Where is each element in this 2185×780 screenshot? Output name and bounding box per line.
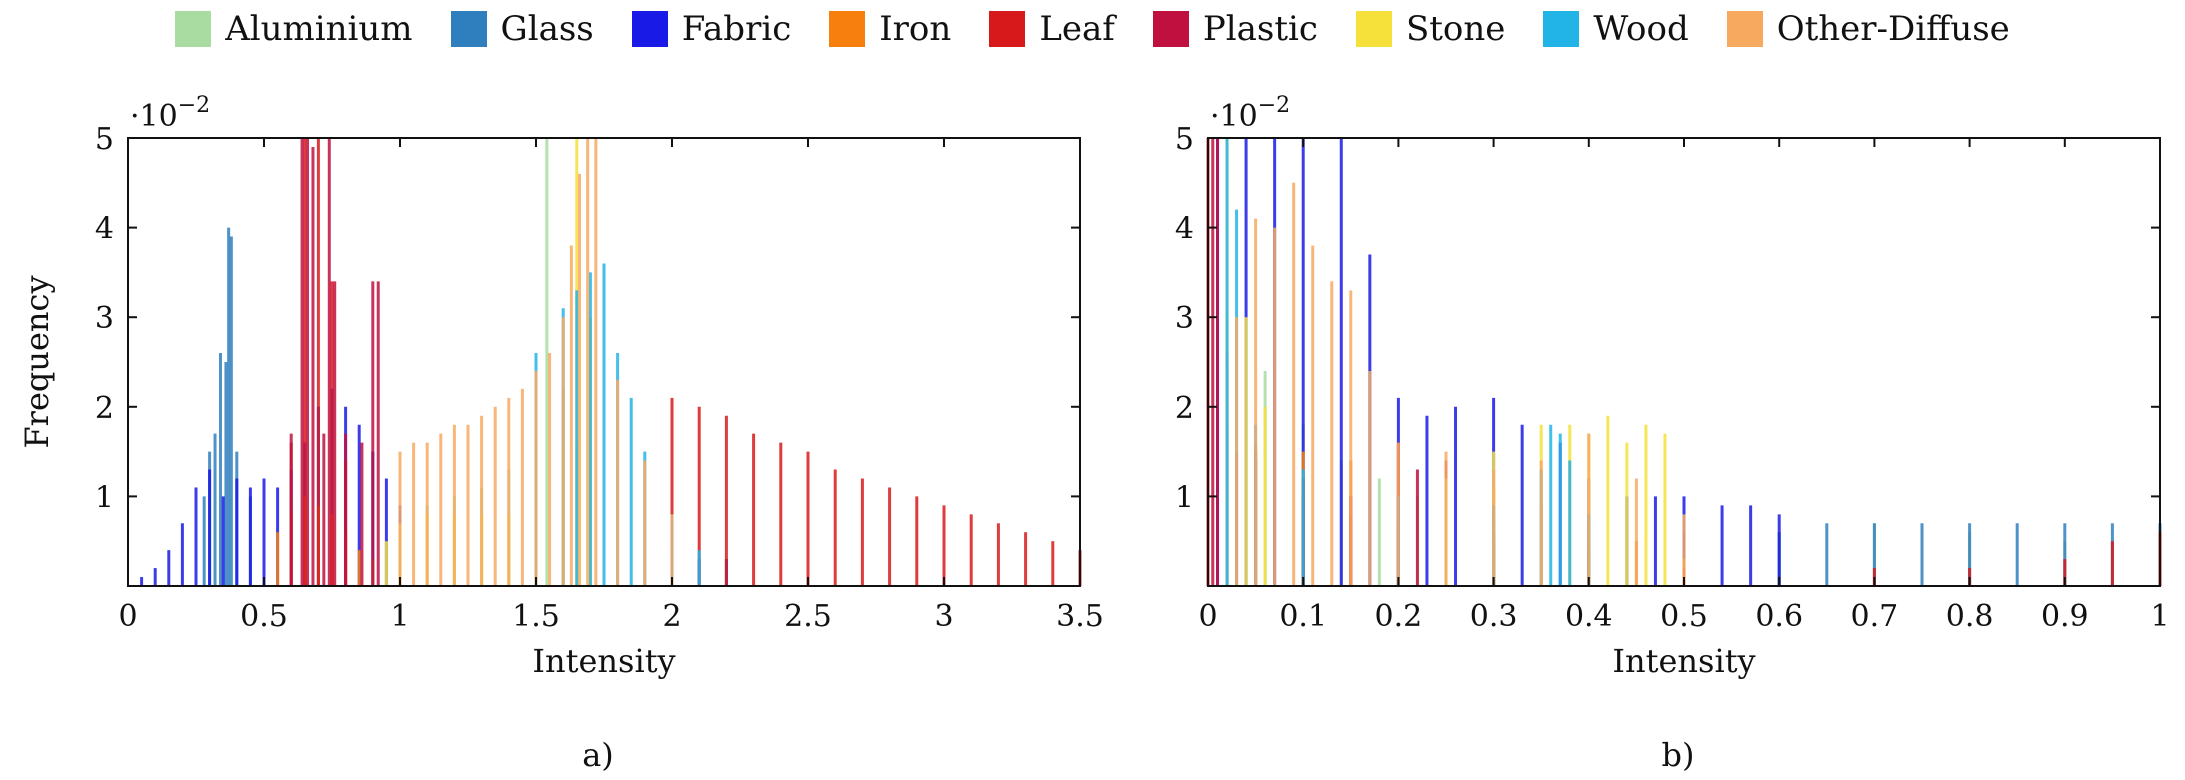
panel-label: b) bbox=[1662, 736, 1695, 774]
legend-swatch bbox=[450, 11, 487, 47]
x-tick-label: 0 bbox=[1198, 599, 1217, 634]
legend-label: Plastic bbox=[1202, 9, 1318, 49]
x-tick-label: 2 bbox=[662, 599, 681, 634]
x-tick-label: 0.3 bbox=[1470, 599, 1518, 634]
y-multiplier: ·10−2 bbox=[1210, 93, 1290, 134]
legend-item-fabric: Fabric bbox=[631, 9, 792, 49]
legend-label: Stone bbox=[1405, 9, 1506, 49]
x-tick-label: 0.5 bbox=[1660, 599, 1708, 634]
y-tick-label: 1 bbox=[95, 480, 114, 515]
x-axis-label: Intensity bbox=[1612, 642, 1755, 680]
legend-swatch bbox=[175, 11, 212, 47]
legend-swatch bbox=[829, 11, 866, 47]
legend-item-glass: Glass bbox=[450, 9, 594, 49]
legend-swatch bbox=[1543, 11, 1580, 47]
y-tick-label: 3 bbox=[95, 301, 114, 336]
x-tick-label: 3.5 bbox=[1056, 599, 1104, 634]
y-tick-label: 4 bbox=[1175, 212, 1194, 247]
panel-label: a) bbox=[582, 736, 614, 774]
y-multiplier-base: ·10 bbox=[1210, 99, 1258, 134]
legend-label: Other-Diffuse bbox=[1776, 9, 2010, 49]
panel-b: 0 0.1 0.2 0.3 0.4 0.5 0.6 0.7 0.8 0.9 1 1 2 3 4 5 ·10−2 I… bbox=[1175, 93, 2170, 774]
y-tick-label: 2 bbox=[95, 391, 114, 426]
x-tick-label: 0.4 bbox=[1565, 599, 1613, 634]
x-tick-label: 3 bbox=[934, 599, 953, 634]
x-tick-label: 2.5 bbox=[784, 599, 832, 634]
x-tick-label: 0 bbox=[118, 599, 137, 634]
plot-frame bbox=[127, 137, 1081, 587]
legend-item-plastic: Plastic bbox=[1152, 9, 1318, 49]
x-tick-label: 0.6 bbox=[1755, 599, 1803, 634]
y-tick-label: 1 bbox=[1175, 480, 1194, 515]
legend-swatch bbox=[989, 11, 1026, 47]
legend-label: Fabric bbox=[681, 9, 792, 49]
y-tick-label: 5 bbox=[95, 122, 114, 157]
x-tick-label: 0.7 bbox=[1851, 599, 1899, 634]
x-tick-label: 1 bbox=[390, 599, 409, 634]
y-multiplier: ·10−2 bbox=[130, 93, 210, 134]
chart-legend: Aluminium Glass Fabric Iron Leaf Plastic Stone… bbox=[0, 4, 2185, 54]
legend-item-aluminium: Aluminium bbox=[175, 9, 413, 49]
legend-label: Wood bbox=[1593, 9, 1689, 49]
legend-label: Glass bbox=[500, 9, 594, 49]
legend-swatch bbox=[1726, 11, 1763, 47]
legend-item-stone: Stone bbox=[1355, 9, 1506, 49]
legend-swatch bbox=[1355, 11, 1392, 47]
x-tick-label: 0.1 bbox=[1279, 599, 1327, 634]
y-tick-label: 4 bbox=[95, 212, 114, 247]
legend-swatch bbox=[631, 11, 668, 47]
legend-swatch bbox=[1152, 11, 1189, 47]
x-axis-label: Intensity bbox=[532, 642, 675, 680]
x-tick-label: 1 bbox=[2150, 599, 2169, 634]
y-multiplier-base: ·10 bbox=[130, 99, 178, 134]
legend-label: Leaf bbox=[1039, 9, 1115, 49]
legend-label: Aluminium bbox=[225, 9, 413, 49]
y-tick-label: 2 bbox=[1175, 391, 1194, 426]
x-tick-label: 0.8 bbox=[1946, 599, 1994, 634]
y-axis-label: Frequency bbox=[18, 275, 56, 448]
x-tick-label: 0.9 bbox=[2041, 599, 2089, 634]
panel-a: 0 0.5 1 1.5 2 2.5 3 3.5 1 2 3 4 5 ·10−2 Intensity Frequ… bbox=[18, 93, 1104, 774]
legend-label: Iron bbox=[879, 9, 952, 49]
y-tick-label: 3 bbox=[1175, 301, 1194, 336]
y-tick-label: 5 bbox=[1175, 122, 1194, 157]
legend-item-other-diffuse: Other-Diffuse bbox=[1726, 9, 2010, 49]
x-tick-label: 0.5 bbox=[240, 599, 288, 634]
y-multiplier-exponent: −2 bbox=[1258, 93, 1290, 118]
legend-item-leaf: Leaf bbox=[989, 9, 1115, 49]
x-tick-label: 0.2 bbox=[1375, 599, 1423, 634]
legend-item-wood: Wood bbox=[1543, 9, 1689, 49]
y-multiplier-exponent: −2 bbox=[178, 93, 210, 118]
x-tick-label: 1.5 bbox=[512, 599, 560, 634]
legend-item-iron: Iron bbox=[829, 9, 951, 49]
